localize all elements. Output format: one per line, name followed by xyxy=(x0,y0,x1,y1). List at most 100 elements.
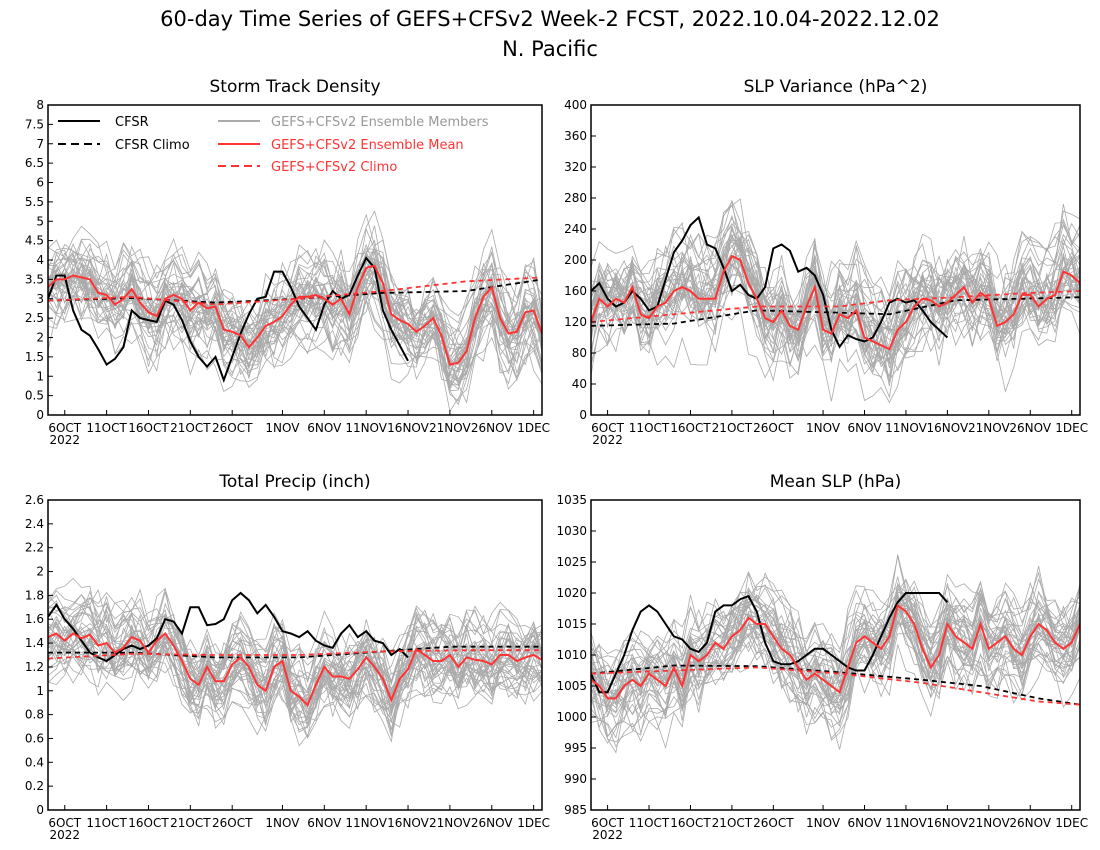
ensemble-member-line xyxy=(48,624,542,719)
x-tick-label: 21OCT xyxy=(170,421,211,435)
x-tick-label: 1NOV xyxy=(265,421,300,435)
plot-frame xyxy=(590,104,1081,416)
ensemble-member-line xyxy=(48,239,542,335)
chart-title: Storm Track Density xyxy=(209,77,380,97)
x-tick-label: 16NOV xyxy=(387,421,429,435)
y-tick-label: 0.8 xyxy=(25,708,44,722)
x-tick-label: 16NOV xyxy=(387,816,429,830)
ensemble-member-line xyxy=(48,638,542,747)
ensemble-member-line xyxy=(591,599,1080,748)
panels: Storm Track Density 0 0.5 1 1.5 2 2.5 3 3.5 4 4.5 5… xyxy=(25,77,1088,842)
x-tick-label: 6NOV xyxy=(847,816,882,830)
ensemble-member-line xyxy=(591,284,1080,404)
ensemble-member-line xyxy=(48,633,542,724)
y-tick-label: 1000 xyxy=(556,710,587,724)
y-tick-label: 7.5 xyxy=(25,117,44,131)
legend-gefs-climo-label: GEFS+CFSv2 Climo xyxy=(271,160,397,175)
x-tick-label: 16OCT xyxy=(670,421,711,435)
x-tick-label: 16NOV xyxy=(927,816,969,830)
y-tick-label: 0 xyxy=(579,408,587,422)
ensemble-member-line xyxy=(591,575,1080,701)
series-cfsr-climo xyxy=(591,296,1080,327)
x-tick-label: 21NOV xyxy=(429,421,471,435)
y-tick-label: 1035 xyxy=(556,493,587,507)
legend-ens-mean-label: GEFS+CFSv2 Ensemble Mean xyxy=(271,138,464,153)
ensemble-member-line xyxy=(591,599,1080,718)
y-tick-label: 990 xyxy=(564,772,587,786)
plot-area xyxy=(48,577,542,747)
y-tick-label: 2.5 xyxy=(25,311,44,325)
x-year-label: 2022 xyxy=(592,828,623,842)
y-tick-label: 80 xyxy=(572,346,587,360)
y-tick-label: 6.5 xyxy=(25,156,44,170)
ensemble-member-line xyxy=(591,238,1080,368)
y-tick-label: 0.2 xyxy=(25,779,44,793)
x-tick-label: 1NOV xyxy=(806,421,841,435)
plot-area xyxy=(591,554,1080,754)
chart-title: Total Precip (inch) xyxy=(218,472,370,492)
x-tick-label: 6OCT xyxy=(591,816,624,830)
x-tick-label: 26NOV xyxy=(1009,816,1051,830)
legend-members-label: GEFS+CFSv2 Ensemble Members xyxy=(271,115,489,130)
y-tick-label: 1030 xyxy=(556,524,587,538)
y-tick-label: 2 xyxy=(36,331,44,345)
x-tick-label: 26OCT xyxy=(753,421,794,435)
ensemble-member-line xyxy=(591,272,1080,387)
x-tick-label: 1DEC xyxy=(1055,816,1088,830)
y-tick-label: 1 xyxy=(36,684,44,698)
ensemble-member-line xyxy=(591,204,1080,329)
ensemble-member-line xyxy=(48,591,542,700)
x-tick-label: 11NOV xyxy=(885,816,927,830)
ensemble-member-line xyxy=(591,616,1080,750)
x-tick-label: 1DEC xyxy=(517,421,550,435)
y-tick-label: 160 xyxy=(564,284,587,298)
x-tick-label: 6OCT xyxy=(48,421,81,435)
y-tick-label: 7 xyxy=(36,137,44,151)
series-gefs-cfsv2-climo xyxy=(48,649,542,660)
x-tick-label: 11OCT xyxy=(629,421,670,435)
ensemble-member-line xyxy=(48,596,542,695)
series-cfsr xyxy=(591,215,949,349)
y-tick-label: 5.5 xyxy=(25,195,44,209)
y-tick-label: 1.2 xyxy=(25,660,44,674)
legend-cfsr-label: CFSR xyxy=(115,115,149,130)
chart-panel-1: SLP Variance (hPa^2) 0 40 80 120 160 200 240 280… xyxy=(564,77,1088,447)
legend-cfsr-climo-label: CFSR Climo xyxy=(115,138,190,153)
y-tick-label: 1015 xyxy=(556,617,587,631)
y-tick-label: 1005 xyxy=(556,679,587,693)
x-tick-label: 1NOV xyxy=(265,816,300,830)
ensemble-member-line xyxy=(591,571,1080,695)
x-tick-label: 6NOV xyxy=(307,816,342,830)
y-tick-label: 5 xyxy=(36,214,44,228)
series-gefs-cfsv2-climo xyxy=(591,290,1080,323)
x-tick-label: 1DEC xyxy=(1055,421,1088,435)
ensemble-member-line xyxy=(591,214,1080,343)
ensemble-member-line xyxy=(591,253,1080,369)
x-tick-label: 6OCT xyxy=(48,816,81,830)
ensemble-member-line xyxy=(591,584,1080,695)
chart-panel-2: Total Precip (inch) 0 0.2 0.4 0.6 0.8 1 1.2 1.4 1… xyxy=(25,472,550,842)
ensemble-member-line xyxy=(48,210,542,375)
x-tick-label: 21OCT xyxy=(712,816,753,830)
series-gefs-cfsv2-ensemble-mean xyxy=(48,632,542,707)
x-tick-label: 1DEC xyxy=(517,816,550,830)
x-tick-label: 1NOV xyxy=(806,816,841,830)
x-tick-label: 21OCT xyxy=(170,816,211,830)
y-tick-label: 120 xyxy=(564,315,587,329)
x-tick-label: 16OCT xyxy=(670,816,711,830)
y-tick-label: 2.2 xyxy=(25,541,44,555)
y-tick-label: 1020 xyxy=(556,586,587,600)
plot-frame xyxy=(47,499,543,811)
x-tick-label: 11NOV xyxy=(885,421,927,435)
x-tick-label: 26NOV xyxy=(471,816,513,830)
ensemble-member-line xyxy=(48,261,542,406)
y-tick-label: 320 xyxy=(564,160,587,174)
series-cfsr-climo xyxy=(48,645,542,659)
series-cfsr xyxy=(591,592,949,694)
chart-panel-3: Mean SLP (hPa) 985 990 995 1000 1005 1010 1015 1… xyxy=(556,472,1088,842)
y-tick-label: 240 xyxy=(564,222,587,236)
x-tick-label: 21NOV xyxy=(968,816,1010,830)
y-tick-label: 0 xyxy=(36,803,44,817)
y-tick-label: 40 xyxy=(572,377,587,391)
x-tick-label: 26OCT xyxy=(212,816,253,830)
